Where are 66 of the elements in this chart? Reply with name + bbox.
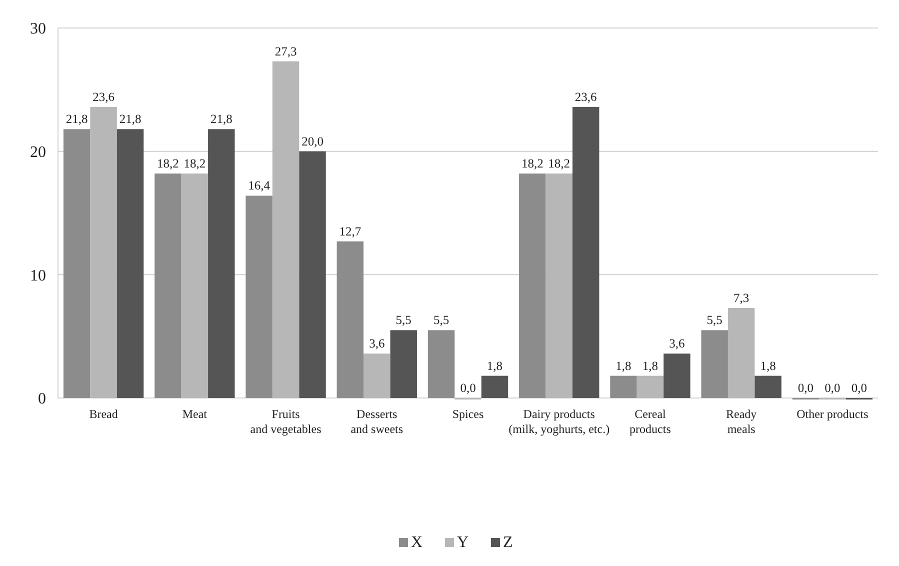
data-label: 16,4 bbox=[248, 178, 271, 193]
data-label: 0,0 bbox=[460, 381, 476, 395]
data-label: 5,5 bbox=[396, 313, 412, 328]
data-label: 21,8 bbox=[210, 112, 232, 126]
data-label: 5,5 bbox=[433, 313, 450, 328]
bar bbox=[481, 376, 508, 398]
data-label: 18,2 bbox=[157, 156, 179, 171]
data-label: 18,2 bbox=[184, 156, 206, 171]
bar bbox=[428, 330, 455, 398]
x-tick-label: Meat bbox=[182, 407, 208, 421]
data-label: 12,7 bbox=[339, 224, 362, 238]
data-label: 0,0 bbox=[798, 381, 814, 395]
data-label: 1,8 bbox=[616, 358, 632, 373]
y-tick-label: 30 bbox=[30, 20, 46, 38]
x-tick-label: Desserts and sweets bbox=[350, 407, 404, 436]
x-tick-label: Dairy products (milk, yoghurts, etc.) bbox=[508, 407, 610, 436]
bar bbox=[116, 129, 144, 398]
y-tick-label: 20 bbox=[30, 144, 46, 161]
y-tick-label: 0 bbox=[38, 390, 46, 408]
data-label: 3,6 bbox=[669, 336, 685, 351]
legend-label: Z bbox=[503, 534, 513, 551]
x-tick-label: Other products bbox=[796, 407, 869, 421]
data-label: 1,8 bbox=[486, 358, 503, 373]
legend-label: X bbox=[411, 534, 423, 551]
bar bbox=[572, 106, 600, 398]
data-label: 20,0 bbox=[302, 134, 324, 148]
data-label: 0,0 bbox=[824, 381, 840, 395]
data-label: 21,8 bbox=[66, 112, 88, 126]
y-tick-label: 10 bbox=[30, 267, 46, 284]
data-label: 3,6 bbox=[369, 336, 385, 351]
bar bbox=[63, 129, 90, 398]
bar bbox=[364, 354, 390, 398]
data-label: 1,8 bbox=[760, 358, 776, 373]
x-tick-label: Ready meals bbox=[726, 407, 757, 436]
x-tick-label: Bread bbox=[89, 407, 118, 421]
bar bbox=[181, 174, 208, 398]
bar bbox=[272, 61, 300, 398]
bar bbox=[546, 174, 572, 398]
bar bbox=[336, 241, 364, 398]
bar bbox=[519, 174, 546, 398]
legend-label: Y bbox=[457, 534, 469, 551]
bar bbox=[90, 106, 117, 398]
bar bbox=[246, 196, 272, 398]
data-label: 0,0 bbox=[851, 381, 867, 395]
data-label: 1,8 bbox=[642, 358, 658, 373]
data-label: 7,3 bbox=[734, 290, 750, 305]
bar bbox=[754, 376, 782, 398]
data-label: 23,6 bbox=[574, 90, 597, 104]
data-label: 18,2 bbox=[548, 156, 570, 171]
x-tick-label: Fruits and vegetables bbox=[250, 407, 322, 436]
x-tick-label: Cereal products bbox=[630, 407, 672, 436]
bar bbox=[154, 174, 182, 398]
bar bbox=[610, 376, 637, 398]
data-label: 18,2 bbox=[521, 156, 544, 171]
bar bbox=[664, 354, 690, 398]
x-tick-label: Spices bbox=[452, 407, 484, 421]
bar bbox=[636, 376, 664, 398]
bar bbox=[728, 308, 755, 398]
bar bbox=[299, 151, 326, 398]
data-label: 21,8 bbox=[119, 112, 142, 126]
data-label: 5,5 bbox=[706, 313, 722, 328]
bar bbox=[701, 330, 728, 398]
bar bbox=[390, 330, 417, 398]
data-label: 23,6 bbox=[92, 90, 114, 104]
data-label: 27,3 bbox=[274, 44, 297, 58]
bar bbox=[208, 129, 235, 398]
